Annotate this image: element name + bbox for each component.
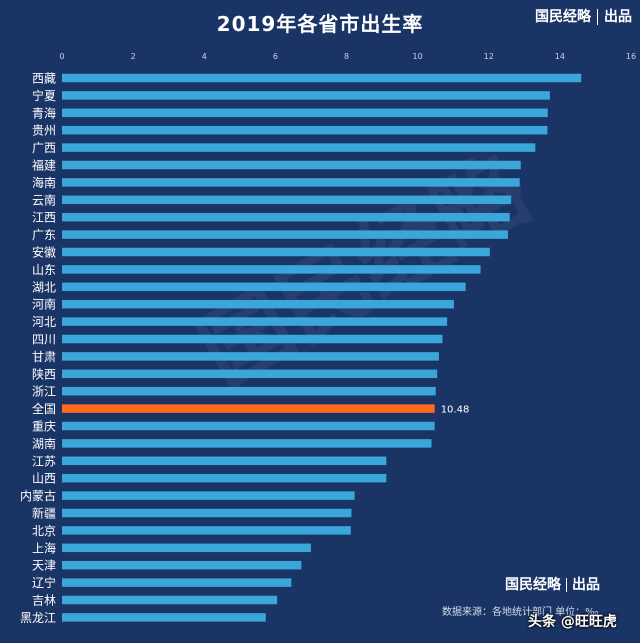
- bar: [62, 526, 351, 535]
- bar: [62, 439, 432, 448]
- chart-title: 2019年各省市出生率: [216, 12, 424, 36]
- x-tick-label: 2: [131, 52, 136, 61]
- y-category-label: 天津: [32, 559, 56, 573]
- x-tick-label: 4: [202, 52, 207, 61]
- data-label: 10.48: [441, 405, 470, 416]
- y-category-label: 四川: [32, 333, 56, 347]
- brand-name-bottom: 国民经略: [505, 577, 561, 593]
- x-tick-label: 8: [344, 52, 349, 61]
- bar: [62, 595, 278, 605]
- bar: [62, 456, 387, 466]
- y-category-label: 山东: [32, 263, 56, 277]
- x-tick-label: 12: [484, 52, 494, 61]
- brand-suffix: 出品: [604, 9, 632, 25]
- y-category-label: 新疆: [32, 506, 56, 521]
- bar: [62, 491, 355, 500]
- bar: [62, 247, 490, 257]
- brand-suffix-bottom: 出品: [572, 577, 600, 593]
- bar: [62, 386, 436, 396]
- y-category-label: 江西: [32, 211, 56, 225]
- bar: [62, 317, 448, 326]
- y-category-label: 广东: [32, 228, 56, 242]
- y-category-label: 辽宁: [32, 575, 56, 590]
- y-category-label: 贵州: [32, 124, 56, 138]
- brand-logo-top: 国民经略 出品: [535, 6, 632, 26]
- y-category-label: 安徽: [32, 245, 56, 260]
- bar: [62, 265, 481, 274]
- y-category-label: 海南: [32, 175, 56, 190]
- bar: [62, 195, 512, 205]
- bar: [62, 108, 548, 118]
- x-tick-label: 14: [555, 52, 565, 61]
- bar: [62, 578, 292, 587]
- y-category-label: 甘肃: [32, 350, 56, 364]
- x-tick-label: 10: [413, 52, 423, 61]
- y-category-label: 吉林: [32, 594, 56, 608]
- x-tick-label: 6: [273, 52, 278, 61]
- y-category-label: 河南: [32, 297, 56, 312]
- y-category-label: 内蒙古: [20, 488, 56, 503]
- bar: [62, 473, 387, 483]
- x-tick-label: 16: [626, 52, 636, 61]
- bar: [62, 334, 443, 344]
- y-category-label: 广西: [32, 141, 56, 155]
- bar: [62, 421, 435, 431]
- y-category-label: 全国: [32, 401, 56, 416]
- bar: [62, 352, 439, 361]
- bar: [62, 143, 536, 152]
- y-category-label: 云南: [32, 192, 56, 207]
- brand-divider-bottom: [566, 578, 567, 592]
- y-category-label: 重庆: [32, 420, 56, 434]
- bar: [62, 160, 521, 170]
- bar: [62, 91, 550, 100]
- y-category-label: 陕西: [32, 366, 56, 381]
- y-category-label: 青海: [32, 105, 56, 120]
- bar: [62, 282, 466, 292]
- bar: [62, 230, 508, 239]
- bar: [62, 299, 454, 309]
- source-note: 数据来源：各地统计部门 单位：‰: [442, 607, 599, 618]
- bar: [62, 543, 311, 553]
- y-category-label: 浙江: [32, 385, 56, 399]
- y-category-label: 北京: [32, 524, 56, 538]
- y-category-label: 西藏: [32, 72, 56, 86]
- bar: [62, 369, 438, 379]
- footer-logo: 头条 @旺旺虎: [528, 614, 617, 630]
- bar-highlight: [62, 404, 435, 413]
- x-tick-label: 0: [59, 52, 64, 61]
- brand-divider: [597, 9, 598, 25]
- y-category-label: 河北: [32, 315, 56, 329]
- bar: [62, 212, 510, 222]
- y-category-label: 湖北: [32, 279, 56, 294]
- bar: [62, 508, 352, 518]
- bar: [62, 125, 548, 135]
- y-category-label: 湖南: [32, 436, 56, 451]
- bar: [62, 613, 266, 622]
- y-category-label: 江苏: [32, 454, 56, 468]
- bar: [62, 73, 582, 83]
- y-category-label: 福建: [32, 158, 56, 173]
- y-category-label: 宁夏: [32, 88, 56, 103]
- y-category-label: 上海: [32, 540, 56, 555]
- bar: [62, 178, 520, 187]
- brand-logo-bottom: 国民经略 出品: [505, 574, 600, 594]
- y-category-label: 山西: [32, 472, 56, 486]
- y-category-label: 黑龙江: [20, 611, 56, 625]
- brand-name: 国民经略: [535, 9, 591, 25]
- bar: [62, 560, 302, 570]
